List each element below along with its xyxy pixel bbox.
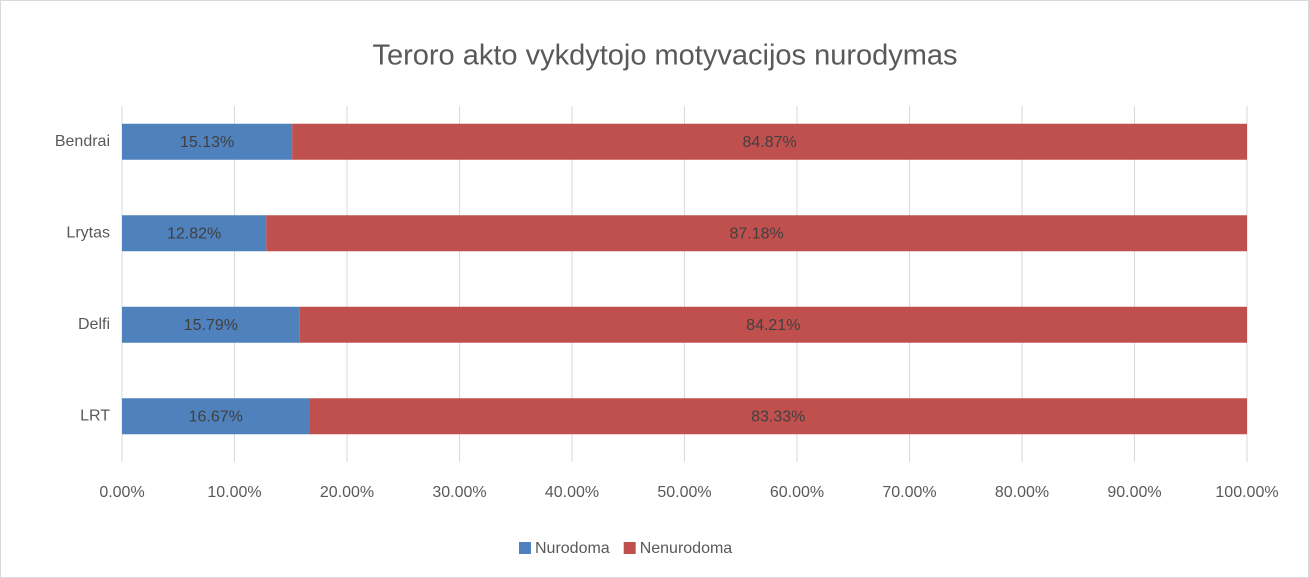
legend-swatch — [623, 542, 636, 554]
legend-swatch — [519, 542, 531, 554]
data-label: 84.87% — [742, 134, 796, 151]
x-tick-label: 10.00% — [207, 484, 261, 501]
x-tick-label: 90.00% — [1107, 484, 1161, 501]
x-tick-label: 40.00% — [545, 484, 599, 501]
legend-label: Nenurodoma — [640, 540, 733, 557]
y-tick-label: LRT — [80, 407, 110, 424]
x-tick-label: 80.00% — [995, 484, 1049, 501]
bar-segment — [292, 123, 1247, 160]
data-label: 15.79% — [184, 317, 238, 334]
x-tick-label: 20.00% — [320, 484, 374, 501]
bar-segment — [122, 398, 310, 435]
chart-title: Teroro akto vykdytojo motyvacijos nurody… — [372, 40, 957, 72]
data-label: 83.33% — [751, 408, 805, 425]
x-tick-label: 0.00% — [99, 484, 144, 501]
data-label: 16.67% — [189, 408, 243, 425]
y-tick-label: Lrytas — [66, 224, 110, 241]
data-label: 87.18% — [729, 225, 783, 242]
bar-segment — [122, 306, 300, 343]
bar-segment — [266, 215, 1248, 252]
bar-segment — [309, 398, 1248, 435]
bar-segment — [122, 215, 267, 252]
legend-label: Nurodoma — [535, 540, 610, 557]
data-label: 84.21% — [746, 317, 800, 334]
data-label: 12.82% — [167, 225, 221, 242]
bar-segment — [299, 306, 1247, 343]
y-tick-label: Bendrai — [55, 133, 110, 150]
x-tick-label: 60.00% — [770, 484, 824, 501]
x-tick-label: 70.00% — [882, 484, 936, 501]
x-tick-label: 100.00% — [1215, 484, 1278, 501]
x-tick-label: 50.00% — [657, 484, 711, 501]
data-label: 15.13% — [180, 134, 234, 151]
x-tick-label: 30.00% — [432, 484, 486, 501]
bar-segment — [122, 123, 293, 160]
y-tick-label: Delfi — [78, 316, 110, 333]
